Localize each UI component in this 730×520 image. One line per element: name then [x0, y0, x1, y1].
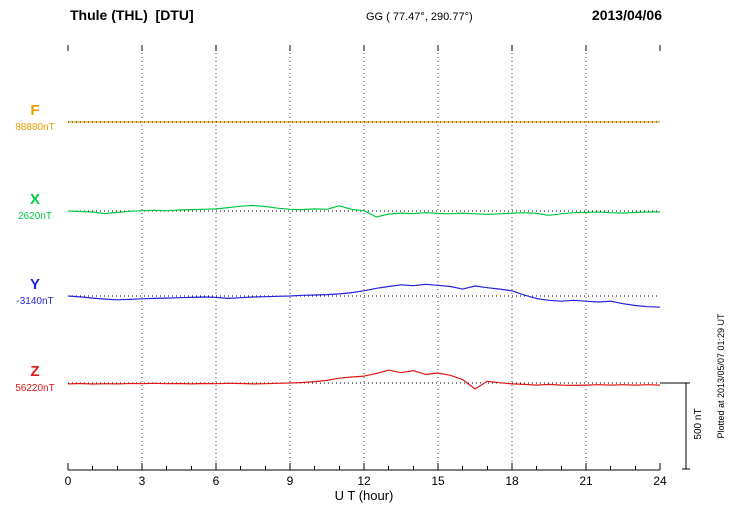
scale-bar-label: 500 nT [693, 408, 704, 440]
geographic-coords: GG ( 77.47°, 290.77°) [366, 11, 473, 23]
series-line-X [67, 204, 661, 218]
series-label-F: F 88880nT [4, 103, 66, 134]
series-baseline-Z: 56220nT [15, 383, 55, 394]
station-title: Thule (THL) [DTU] [70, 7, 194, 23]
series-letter-Z: Z [30, 363, 40, 380]
x-tick-label: 6 [213, 474, 220, 488]
x-tick-label: 0 [65, 474, 72, 488]
series-line-Y [67, 283, 661, 308]
series-label-Y: Y -3140nT [4, 277, 66, 308]
x-axis-label: U T (hour) [334, 488, 394, 503]
series-letter-F: F [30, 102, 40, 119]
series-letter-X: X [29, 191, 40, 208]
x-tick-label: 12 [357, 474, 371, 488]
series-baseline-X: 2620nT [18, 211, 52, 222]
x-tick-label: 15 [431, 474, 445, 488]
x-tick-label: 24 [653, 474, 667, 488]
series-letter-Y: Y [29, 276, 40, 293]
plot-date: 2013/04/06 [591, 7, 662, 23]
plotted-at-note: Plotted at 2013/05/07 01:29 UT [716, 313, 726, 439]
x-tick-label: 21 [579, 474, 593, 488]
series-label-X: X 2620nT [4, 192, 66, 223]
x-tick-label: 18 [505, 474, 519, 488]
x-tick-label: 3 [139, 474, 146, 488]
series-line-Z [67, 369, 661, 390]
series-baseline-F: 88880nT [15, 122, 55, 133]
x-tick-label: 9 [287, 474, 294, 488]
series-baseline-Y: -3140nT [16, 296, 54, 307]
series-label-Z: Z 56220nT [4, 364, 66, 395]
